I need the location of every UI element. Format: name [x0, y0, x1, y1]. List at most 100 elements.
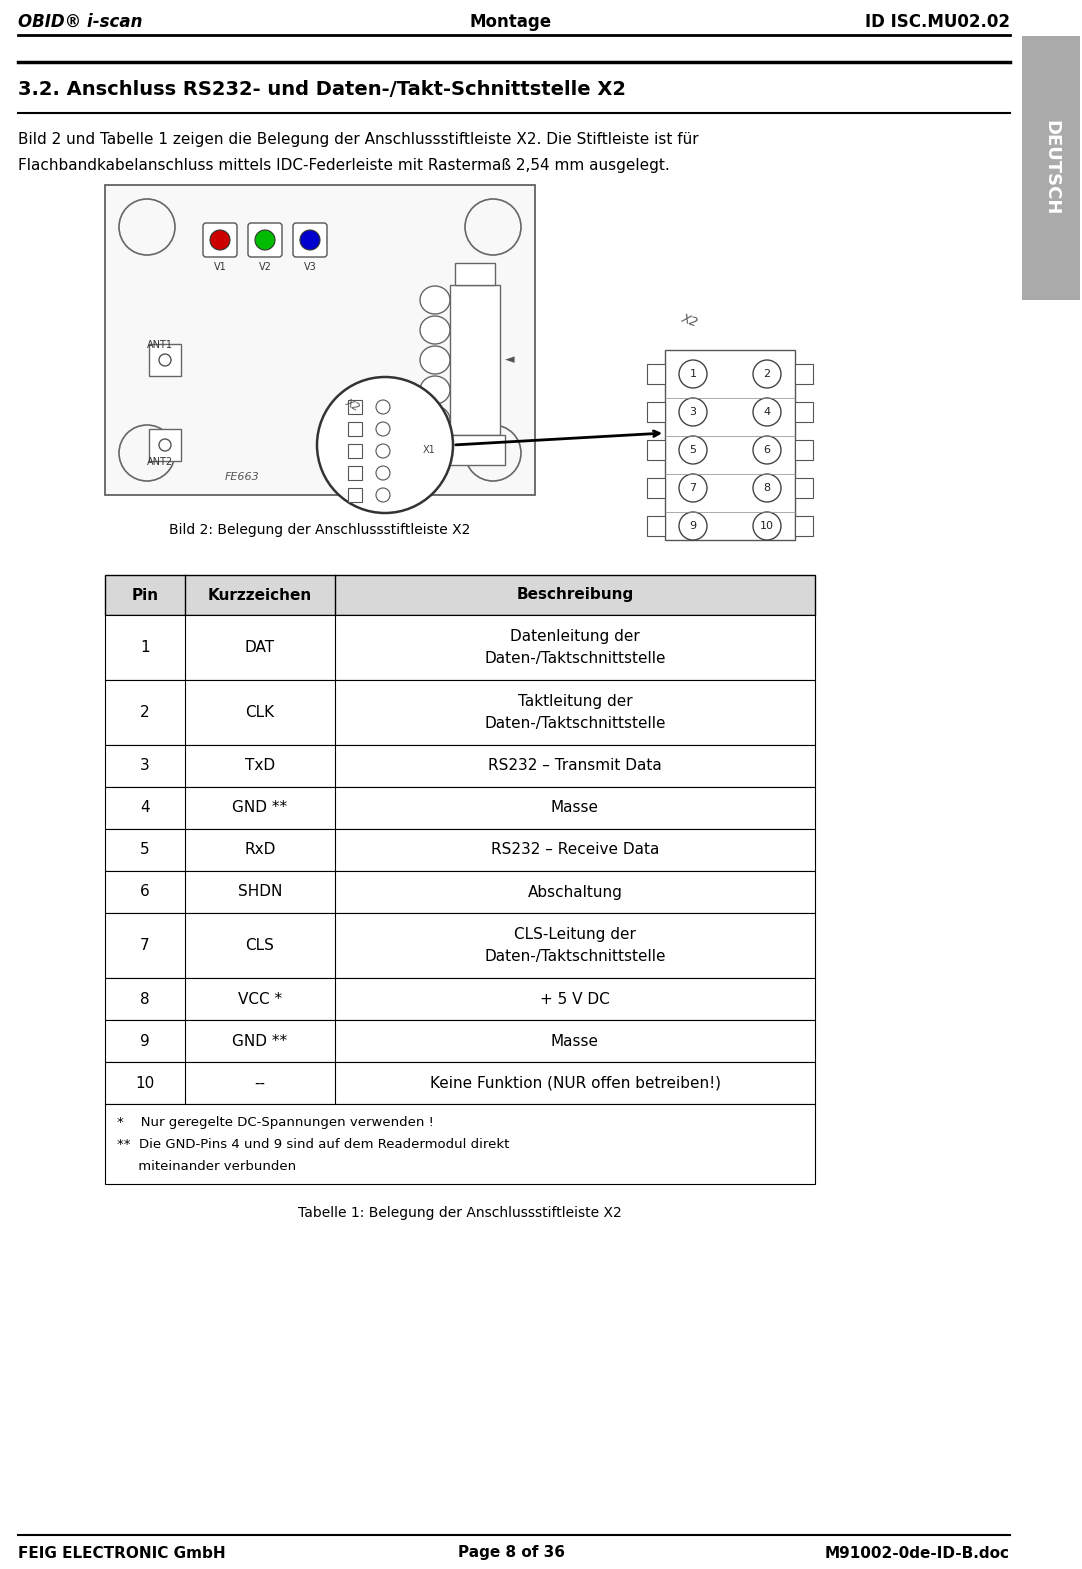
FancyBboxPatch shape: [149, 428, 181, 461]
Bar: [795, 479, 813, 497]
Text: 8: 8: [764, 483, 770, 493]
Text: 7: 7: [689, 483, 697, 493]
Circle shape: [377, 488, 390, 502]
FancyBboxPatch shape: [293, 223, 327, 257]
FancyBboxPatch shape: [203, 223, 237, 257]
Bar: [105, 1020, 815, 1062]
Text: GND **: GND **: [233, 1034, 288, 1048]
Text: RS232 – Transmit Data: RS232 – Transmit Data: [488, 758, 662, 774]
Ellipse shape: [420, 347, 450, 373]
Bar: [450, 286, 500, 435]
Text: ANT1: ANT1: [147, 340, 173, 350]
Circle shape: [210, 231, 230, 249]
Text: Page 8 of 36: Page 8 of 36: [458, 1545, 565, 1561]
Text: GND **: GND **: [233, 800, 288, 816]
Text: miteinander verbunden: miteinander verbunden: [117, 1159, 296, 1174]
Text: RS232 – Receive Data: RS232 – Receive Data: [491, 843, 659, 858]
Bar: [105, 679, 815, 745]
Circle shape: [377, 400, 390, 414]
Circle shape: [679, 359, 707, 388]
Bar: [647, 479, 665, 497]
Circle shape: [317, 377, 453, 513]
Text: CLS: CLS: [246, 938, 275, 952]
Text: VCC *: VCC *: [238, 992, 282, 1006]
Text: + 5 V DC: + 5 V DC: [540, 992, 610, 1006]
Text: RxD: RxD: [245, 843, 276, 858]
Text: OBID® i-scan: OBID® i-scan: [18, 13, 143, 31]
Ellipse shape: [420, 406, 450, 435]
Text: ANT2: ANT2: [147, 457, 173, 468]
Ellipse shape: [420, 315, 450, 344]
Bar: [795, 516, 813, 537]
Text: 2: 2: [764, 369, 770, 380]
Text: 4: 4: [141, 800, 149, 816]
Text: 9: 9: [689, 521, 697, 530]
Bar: [105, 788, 815, 828]
Text: X2: X2: [343, 397, 360, 413]
Circle shape: [753, 474, 781, 502]
Bar: [348, 466, 362, 480]
Bar: [647, 364, 665, 384]
Bar: [348, 444, 362, 458]
Text: Abschaltung: Abschaltung: [528, 885, 622, 899]
Text: CLS-Leitung der: CLS-Leitung der: [514, 927, 636, 941]
Bar: [1022, 36, 1080, 300]
Text: Kurzzeichen: Kurzzeichen: [208, 587, 312, 602]
Bar: [665, 350, 795, 540]
Bar: [105, 828, 815, 871]
Bar: [456, 264, 494, 286]
Text: Bild 2 und Tabelle 1 zeigen die Belegung der Anschlussstiftleiste X2. Die Stiftl: Bild 2 und Tabelle 1 zeigen die Belegung…: [18, 132, 699, 147]
Text: SHDN: SHDN: [238, 885, 282, 899]
Bar: [647, 516, 665, 537]
Circle shape: [377, 466, 390, 480]
Text: M91002-0de-ID-B.doc: M91002-0de-ID-B.doc: [824, 1545, 1010, 1561]
Circle shape: [377, 444, 390, 458]
Ellipse shape: [420, 286, 450, 314]
Text: V3: V3: [304, 262, 316, 271]
Text: Daten-/Taktschnittstelle: Daten-/Taktschnittstelle: [485, 715, 665, 731]
Bar: [105, 1105, 815, 1185]
Bar: [105, 871, 815, 913]
Text: ID ISC.MU02.02: ID ISC.MU02.02: [865, 13, 1010, 31]
Text: 3.2. Anschluss RS232- und Daten-/Takt-Schnittstelle X2: 3.2. Anschluss RS232- und Daten-/Takt-Sc…: [18, 80, 626, 99]
Circle shape: [255, 231, 275, 249]
Text: 6: 6: [141, 885, 150, 899]
Text: 8: 8: [141, 992, 149, 1006]
Text: Pin: Pin: [131, 587, 159, 602]
Text: DAT: DAT: [245, 640, 275, 654]
Bar: [348, 422, 362, 436]
Text: FEIG ELECTRONIC GmbH: FEIG ELECTRONIC GmbH: [18, 1545, 226, 1561]
Bar: [105, 1062, 815, 1105]
Circle shape: [753, 359, 781, 388]
FancyBboxPatch shape: [105, 185, 535, 494]
Text: Masse: Masse: [551, 1034, 599, 1048]
Bar: [647, 402, 665, 422]
Text: 9: 9: [141, 1034, 150, 1048]
Bar: [105, 745, 815, 788]
Text: 5: 5: [141, 843, 149, 858]
Text: 5: 5: [689, 446, 697, 455]
Bar: [348, 488, 362, 502]
Text: FE663: FE663: [225, 472, 260, 482]
Text: 1: 1: [141, 640, 149, 654]
Text: CLK: CLK: [246, 704, 275, 720]
Text: Flachbandkabelanschluss mittels IDC-Federleiste mit Rastermaß 2,54 mm ausgelegt.: Flachbandkabelanschluss mittels IDC-Fede…: [18, 158, 670, 173]
Text: Montage: Montage: [470, 13, 552, 31]
Text: X2: X2: [679, 312, 700, 329]
Bar: [105, 913, 815, 977]
Bar: [105, 977, 815, 1020]
FancyBboxPatch shape: [248, 223, 282, 257]
Text: Daten-/Taktschnittstelle: Daten-/Taktschnittstelle: [485, 949, 665, 963]
Text: Beschreibung: Beschreibung: [516, 587, 634, 602]
Text: X1: X1: [422, 446, 435, 455]
Text: Tabelle 1: Belegung der Anschlussstiftleiste X2: Tabelle 1: Belegung der Anschlussstiftle…: [299, 1207, 622, 1221]
Text: *    Nur geregelte DC-Spannungen verwenden !: * Nur geregelte DC-Spannungen verwenden …: [117, 1116, 434, 1130]
FancyBboxPatch shape: [149, 344, 181, 377]
Text: DEUTSCH: DEUTSCH: [1042, 121, 1060, 215]
Bar: [795, 402, 813, 422]
Ellipse shape: [420, 377, 450, 403]
Text: 2: 2: [141, 704, 149, 720]
Bar: [105, 574, 815, 615]
Text: Taktleitung der: Taktleitung der: [517, 693, 632, 709]
Bar: [440, 435, 505, 464]
